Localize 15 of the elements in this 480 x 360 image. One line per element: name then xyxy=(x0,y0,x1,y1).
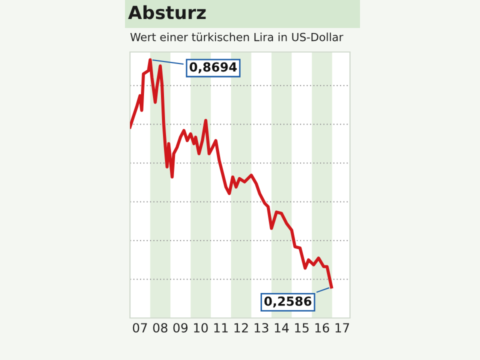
x-tick-label: 16 xyxy=(315,323,330,333)
x-tick-label: 11 xyxy=(214,323,228,332)
x-tick-label: 12 xyxy=(234,323,248,332)
chart-subtitle: Wert einer türkischen Lira in US-Dollar xyxy=(130,32,344,42)
x-tick-label: 07 xyxy=(132,323,147,333)
x-tick-label: 09 xyxy=(173,323,188,333)
x-tick-label: 13 xyxy=(254,323,268,333)
chart-title: Absturz xyxy=(128,5,206,20)
annotation: 0,2586 xyxy=(264,296,312,308)
x-tick-label: 08 xyxy=(153,323,168,333)
x-tick-label: 14 xyxy=(274,323,289,332)
x-tick-label: 15 xyxy=(295,323,309,333)
x-tick-label: 17 xyxy=(336,323,350,332)
annotation: 0,8694 xyxy=(190,62,237,74)
x-tick-label: 10 xyxy=(194,323,208,333)
